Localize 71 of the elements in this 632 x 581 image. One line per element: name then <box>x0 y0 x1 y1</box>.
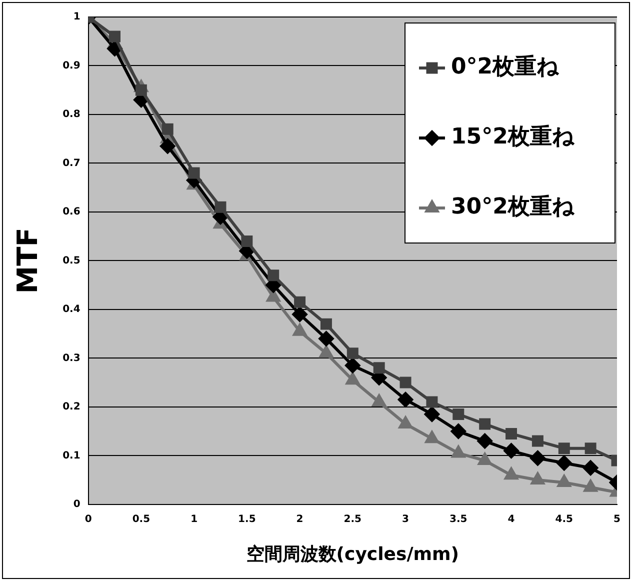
y-tick-label: 0.8 <box>62 109 80 120</box>
point <box>558 442 570 454</box>
point <box>345 358 360 373</box>
point <box>400 376 412 388</box>
point <box>506 428 518 440</box>
point <box>479 418 491 430</box>
legend-label: 15°2枚重ね <box>451 124 575 150</box>
point <box>160 138 176 154</box>
point <box>109 30 120 42</box>
y-tick-label: 0.7 <box>62 158 80 169</box>
point <box>398 392 414 408</box>
x-tick-label: 3.5 <box>450 514 468 525</box>
y-tick-label: 0.5 <box>62 255 80 266</box>
y-tick-label: 0.4 <box>62 304 80 316</box>
y-tick-label: 0.9 <box>62 60 80 72</box>
legend-label: 30°2枚重ね <box>451 194 575 220</box>
y-tick-label: 0.1 <box>62 450 80 462</box>
y-axis-title: MTF <box>11 228 44 294</box>
x-tick-label: 2.5 <box>344 514 362 525</box>
y-tick-label: 0.6 <box>62 206 80 218</box>
point <box>532 435 544 447</box>
x-tick-label: 3 <box>402 514 410 525</box>
x-tick-label: 2 <box>296 514 304 525</box>
point <box>320 346 333 358</box>
point <box>504 468 518 480</box>
y-tick-label: 1 <box>73 12 80 23</box>
point <box>504 443 519 458</box>
x-tick-label: 0.5 <box>132 514 150 525</box>
point <box>530 450 546 466</box>
y-tick-label: 0 <box>73 498 80 510</box>
x-tick-label: 5 <box>614 514 621 525</box>
y-tick-label: 0.3 <box>62 352 80 364</box>
point <box>292 306 308 322</box>
point <box>318 331 334 346</box>
legend-label: 0°2枚重ね <box>451 54 560 80</box>
point <box>293 324 306 336</box>
point <box>531 472 544 485</box>
x-tick-label: 1 <box>190 514 198 525</box>
point <box>346 348 358 360</box>
point <box>320 318 332 330</box>
point <box>162 123 174 135</box>
point <box>268 270 280 282</box>
point <box>426 396 438 408</box>
point <box>452 408 464 420</box>
point <box>584 442 596 454</box>
x-tick-label: 1.5 <box>238 514 256 525</box>
point <box>583 460 598 476</box>
point <box>450 424 466 439</box>
point <box>478 453 492 466</box>
point <box>188 167 200 179</box>
point <box>584 480 598 492</box>
point <box>107 41 122 56</box>
point <box>373 362 385 374</box>
point <box>214 201 226 213</box>
point <box>424 406 440 422</box>
point <box>556 455 572 470</box>
x-tick-label: 4 <box>508 514 515 525</box>
y-tick-label: 0.2 <box>62 402 80 413</box>
point <box>557 474 571 487</box>
point <box>398 416 412 428</box>
point <box>294 296 306 308</box>
x-tick-label: 0 <box>84 514 92 525</box>
x-tick-label: 4.5 <box>555 514 574 525</box>
point <box>372 394 386 407</box>
point <box>346 372 360 385</box>
point <box>425 431 439 444</box>
point <box>241 235 253 247</box>
x-axis-title: 空間周波数(cycles/mm) <box>246 544 460 565</box>
point <box>266 290 280 302</box>
point <box>477 434 492 449</box>
point <box>452 446 466 458</box>
